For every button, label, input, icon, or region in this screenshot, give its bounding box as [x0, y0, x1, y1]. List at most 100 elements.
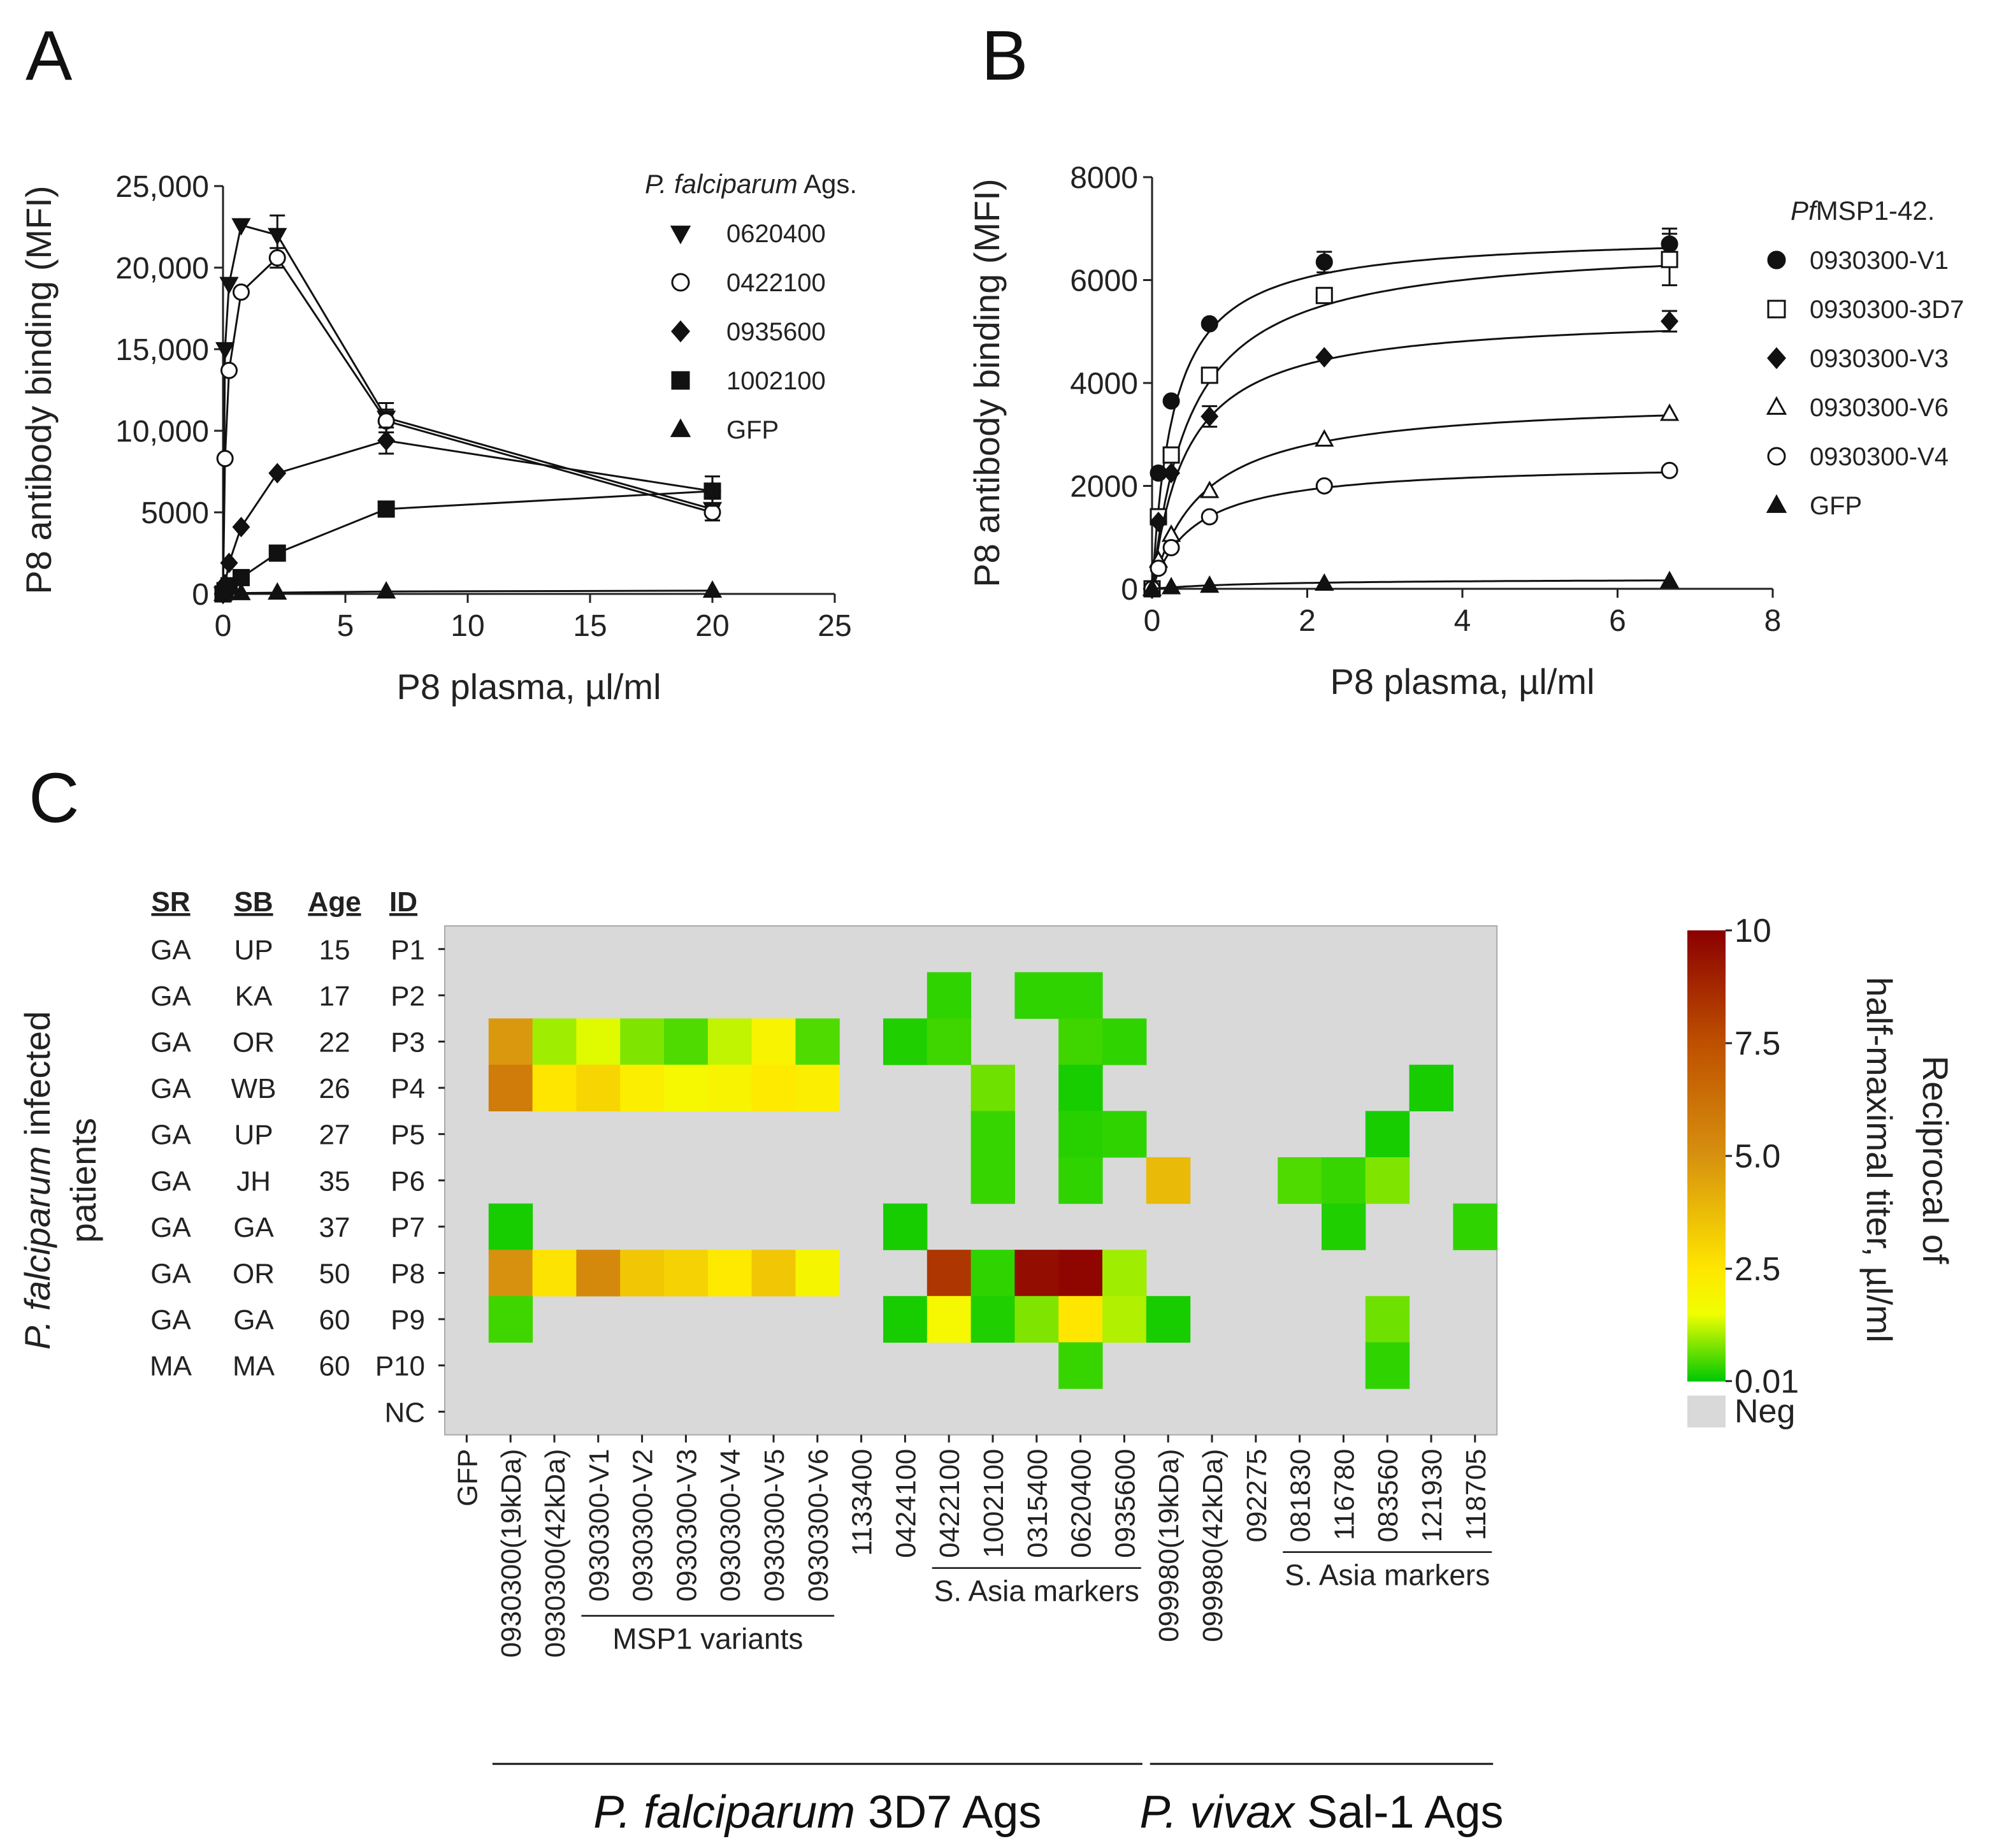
x-tick-label: 2: [1299, 604, 1316, 638]
legend-label: 0930300-V1: [1810, 247, 1949, 275]
y-tick-label: 6000: [1070, 264, 1138, 298]
heatmap-ylabel-line2: patients: [63, 1118, 103, 1243]
row-age: 27: [319, 1120, 350, 1151]
data-point: [216, 450, 234, 468]
data-point: [1162, 392, 1180, 410]
x-tick-label: 10: [451, 609, 484, 643]
heatmap-cell: [970, 1157, 1015, 1204]
column-label: 099980(42kDa): [1197, 1449, 1229, 1642]
heatmap-cell: [1322, 1203, 1366, 1250]
legend-marker: [1766, 494, 1787, 513]
y-tick-label: 20,000: [115, 252, 209, 285]
group-label: MSP1 variants: [612, 1622, 803, 1656]
x-axis-title: P8 plasma, µl/ml: [1330, 661, 1594, 702]
heatmap-cell: [1058, 972, 1103, 1019]
heatmap-cell: [707, 1018, 753, 1065]
colorbar-title-line2: half-maximal titer, µl/ml: [1859, 977, 1900, 1343]
row-age: 60: [319, 1351, 350, 1382]
x-tick-label: 8: [1764, 604, 1782, 638]
heatmap-cell: [1146, 1296, 1191, 1343]
x-tick-label: 20: [695, 609, 729, 643]
y-tick-label: 0: [1121, 573, 1138, 607]
legend-label: 0930300-V4: [1810, 443, 1949, 471]
data-point: [1661, 250, 1678, 268]
row-age: 37: [319, 1212, 350, 1243]
data-point: [1162, 463, 1181, 484]
colorbar-tick-label: 10: [1734, 913, 1771, 949]
heatmap-cell: [1058, 1342, 1103, 1389]
data-point: [268, 227, 287, 246]
colorbar-tick-label: 5.0: [1734, 1138, 1780, 1175]
column-label: 081830: [1285, 1449, 1316, 1543]
column-label: 0930300-V6: [803, 1449, 834, 1602]
row-sr: GA: [150, 934, 191, 965]
heatmap-cell: [751, 1018, 796, 1065]
heatmap-cell: [1322, 1157, 1366, 1204]
heatmap-cell: [1102, 1296, 1147, 1343]
heatmap-cell: [1453, 1203, 1497, 1250]
data-point: [1200, 508, 1218, 526]
data-point: [232, 516, 250, 538]
data-point: [1315, 253, 1333, 271]
legend-label: 0930300-V6: [1810, 394, 1949, 422]
column-label: 099980(19kDa): [1153, 1449, 1185, 1642]
legend-title: PfMSP1-42.: [1791, 196, 1935, 226]
fit-curve: [1151, 579, 1670, 590]
heatmap-cell: [795, 1250, 840, 1297]
row-sb: KA: [235, 981, 273, 1012]
column-label: 0930300(19kDa): [496, 1449, 527, 1658]
heatmap-cell: [927, 1296, 972, 1343]
legend-label: 0422100: [726, 269, 826, 297]
colorbar-tick-label: 7.5: [1734, 1025, 1780, 1062]
data-point: [219, 277, 239, 294]
series-line: [222, 224, 713, 595]
y-tick-label: 15,000: [115, 333, 209, 367]
series-1002100: [214, 475, 721, 603]
column-label: 0930300-V3: [671, 1449, 702, 1602]
row-age: 60: [319, 1304, 350, 1336]
row-id: P2: [391, 981, 425, 1012]
heatmap-cell: [970, 1250, 1015, 1297]
heatmap-cell: [620, 1064, 665, 1111]
colorbar-tick-label: 0.01: [1734, 1363, 1799, 1400]
data-point: [268, 249, 286, 267]
row-id: P10: [375, 1351, 425, 1382]
heatmap-cell: [1365, 1342, 1410, 1389]
column-label: 0422100: [934, 1449, 965, 1558]
heatmap-cell: [576, 1018, 621, 1065]
y-tick-label: 4000: [1070, 367, 1138, 401]
row-id: P1: [391, 934, 425, 965]
colorbar: [1687, 930, 1726, 1382]
data-point: [1200, 480, 1220, 498]
data-point: [231, 582, 251, 600]
row-id: P6: [391, 1166, 425, 1197]
column-label: 0620400: [1066, 1449, 1097, 1558]
heatmap-cell: [970, 1064, 1015, 1111]
heatmap-cell: [488, 1203, 533, 1250]
y-tick-label: 25,000: [115, 170, 209, 204]
heatmap-cell: [576, 1250, 621, 1297]
y-tick-label: 8000: [1070, 161, 1138, 195]
super-group-label-italic: P. falciparum: [593, 1787, 855, 1838]
super-group-label-italic: P. vivax: [1140, 1787, 1297, 1838]
series-0930300-3D7: [1143, 233, 1678, 598]
legend-label: 0935600: [726, 318, 826, 346]
data-point: [1659, 403, 1680, 421]
row-sr: GA: [150, 1212, 191, 1243]
data-point: [1315, 287, 1333, 305]
row-age: 15: [319, 934, 350, 965]
data-point: [1659, 570, 1680, 588]
series-0930300-V6: [1142, 403, 1680, 596]
meta-header: SB: [234, 886, 273, 918]
legend-title-rest: Ags.: [798, 169, 857, 199]
heatmap-cell: [1058, 1157, 1103, 1204]
legend-title-italic: P. falciparum: [645, 169, 798, 199]
neg-swatch: [1687, 1396, 1726, 1427]
fit-curve: [1151, 414, 1670, 589]
x-tick-label: 0: [1144, 604, 1161, 638]
row-id: P4: [391, 1073, 425, 1104]
heatmap-cell: [488, 1250, 533, 1297]
heatmap-cell: [1014, 1250, 1059, 1297]
chart-c: SR SB Age ID GA UP 15 P1 GA KA 17 P2 GA OR 22 P3 GA WB 26 P…: [17, 886, 1956, 1838]
legend-label: GFP: [726, 416, 779, 444]
